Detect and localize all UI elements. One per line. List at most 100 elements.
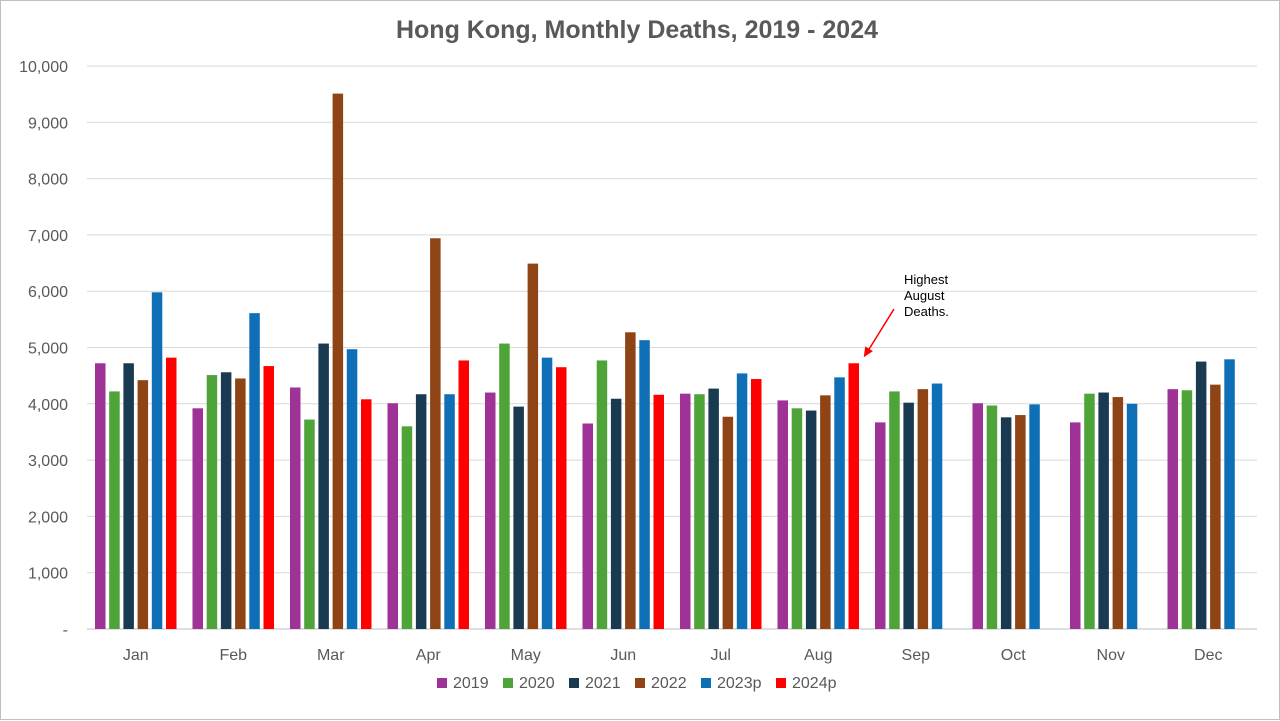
bar-2021-Oct <box>1000 417 1012 629</box>
bar-2024p-May <box>556 367 567 629</box>
bar-2019-Apr <box>387 403 398 629</box>
bar-2019-Sep <box>875 422 886 629</box>
bar-2023p-Apr <box>444 394 455 629</box>
y-tick-label: 4,000 <box>28 397 68 414</box>
y-axis: - 1,000 2,000 3,000 4,000 5,000 6,000 7,000 8,00… <box>19 59 68 639</box>
bar-2024p-Feb <box>263 366 274 629</box>
y-tick-label: 9,000 <box>28 115 68 132</box>
bar-2023p-Dec <box>1224 359 1235 629</box>
y-tick-label: 7,000 <box>28 228 68 245</box>
bar-2022-Jan <box>137 380 149 629</box>
bar-2021-May <box>513 406 524 629</box>
bar-2024p-Mar <box>361 399 372 629</box>
legend-item-2022: 2022 <box>635 675 687 692</box>
bar-2019-Jan <box>95 363 106 629</box>
legend-item-2019: 2019 <box>437 675 489 692</box>
bar-2021-Aug <box>805 410 817 629</box>
legend-label: 2019 <box>453 675 489 692</box>
chart-title: Hong Kong, Monthly Deaths, 2019 - 2024 <box>396 16 878 44</box>
annotation-arrow-head <box>863 346 873 358</box>
x-tick-label: May <box>511 647 541 664</box>
x-tick-label: Sep <box>902 647 931 664</box>
x-tick-label: Aug <box>804 647 832 664</box>
x-tick-label: Jul <box>711 647 731 664</box>
annotation-text: Highest <box>904 272 948 287</box>
bar-2019-Mar <box>290 387 301 629</box>
bar-2024p-Jan <box>166 357 177 629</box>
bar-2022-Mar <box>332 93 344 630</box>
bar-2020-Feb <box>206 375 218 629</box>
bar-2024p-Aug <box>848 363 859 629</box>
bar-2020-Mar <box>304 419 315 629</box>
annotation-arrow-line <box>867 308 895 352</box>
legend-item-2024p: 2024p <box>776 675 837 692</box>
bar-2019-Jul <box>680 393 691 629</box>
bar-2022-May <box>527 263 539 629</box>
annotation-text: August <box>904 288 945 303</box>
bar-2019-May <box>485 392 496 629</box>
bar-2020-Jan <box>109 391 120 629</box>
bar-2020-Apr <box>401 426 413 629</box>
x-tick-label: Nov <box>1097 647 1125 664</box>
bar-2023p-Sep <box>931 383 943 629</box>
bar-2020-Jun <box>596 360 608 629</box>
y-tick-label: 2,000 <box>28 509 68 526</box>
bar-2020-Jul <box>694 394 705 629</box>
legend-item-2020: 2020 <box>503 675 555 692</box>
y-tick-label: - <box>63 622 68 639</box>
bar-2020-Dec <box>1181 390 1193 629</box>
bar-2022-Sep <box>917 389 929 629</box>
x-tick-label: Jan <box>123 647 149 664</box>
bar-2021-Apr <box>415 394 427 629</box>
bar-2024p-Jul <box>751 379 762 629</box>
bar-2021-Jun <box>610 398 622 629</box>
legend-label: 2023p <box>717 675 762 692</box>
bar-2022-Oct <box>1015 415 1026 629</box>
bar-2019-Nov <box>1070 422 1081 629</box>
bar-2020-Aug <box>791 408 803 629</box>
legend-swatch <box>701 678 711 688</box>
legend-label: 2024p <box>792 675 837 692</box>
y-tick-label: 5,000 <box>28 341 68 358</box>
bar-2021-Jul <box>708 388 719 629</box>
bar-2019-Feb <box>192 408 203 629</box>
legend-label: 2022 <box>651 675 687 692</box>
bar-2022-Apr <box>430 238 441 629</box>
bar-2022-Feb <box>235 378 246 629</box>
bar-2020-May <box>499 343 510 629</box>
bar-2022-Dec <box>1210 384 1221 629</box>
bar-2024p-Jun <box>653 394 664 629</box>
legend-swatch <box>437 678 447 688</box>
x-tick-label: Oct <box>1001 647 1026 664</box>
bar-2021-Mar <box>318 343 329 629</box>
bar-2019-Aug <box>777 400 788 629</box>
bar-2021-Jan <box>123 363 134 629</box>
x-tick-label: Feb <box>219 647 247 664</box>
bar-2019-Dec <box>1167 389 1178 629</box>
bar-2023p-Jul <box>736 373 748 629</box>
bar-2023p-Nov <box>1126 403 1138 629</box>
bars <box>95 93 1235 630</box>
y-tick-label: 1,000 <box>28 566 68 583</box>
legend-swatch <box>776 678 786 688</box>
y-tick-label: 6,000 <box>28 284 68 301</box>
legend-swatch <box>569 678 579 688</box>
bar-2019-Jun <box>582 423 593 629</box>
bar-2023p-May <box>541 357 553 629</box>
x-axis: Jan Feb Mar Apr May Jun Jul Aug Sep Oct Nov Dec <box>123 647 1223 664</box>
bar-2023p-Feb <box>249 313 260 629</box>
legend-swatch <box>503 678 513 688</box>
y-tick-label: 10,000 <box>19 59 68 76</box>
bar-2023p-Oct <box>1029 404 1040 629</box>
bar-2021-Sep <box>903 402 914 629</box>
legend: 2019 2020 2021 2022 2023p 2024p <box>437 675 837 692</box>
x-tick-label: Jun <box>610 647 636 664</box>
bar-2022-Nov <box>1112 397 1124 629</box>
legend-item-2021: 2021 <box>569 675 621 692</box>
gridlines <box>87 65 1257 630</box>
bar-2023p-Jun <box>639 340 650 629</box>
legend-label: 2020 <box>519 675 555 692</box>
bar-2023p-Mar <box>346 349 358 629</box>
